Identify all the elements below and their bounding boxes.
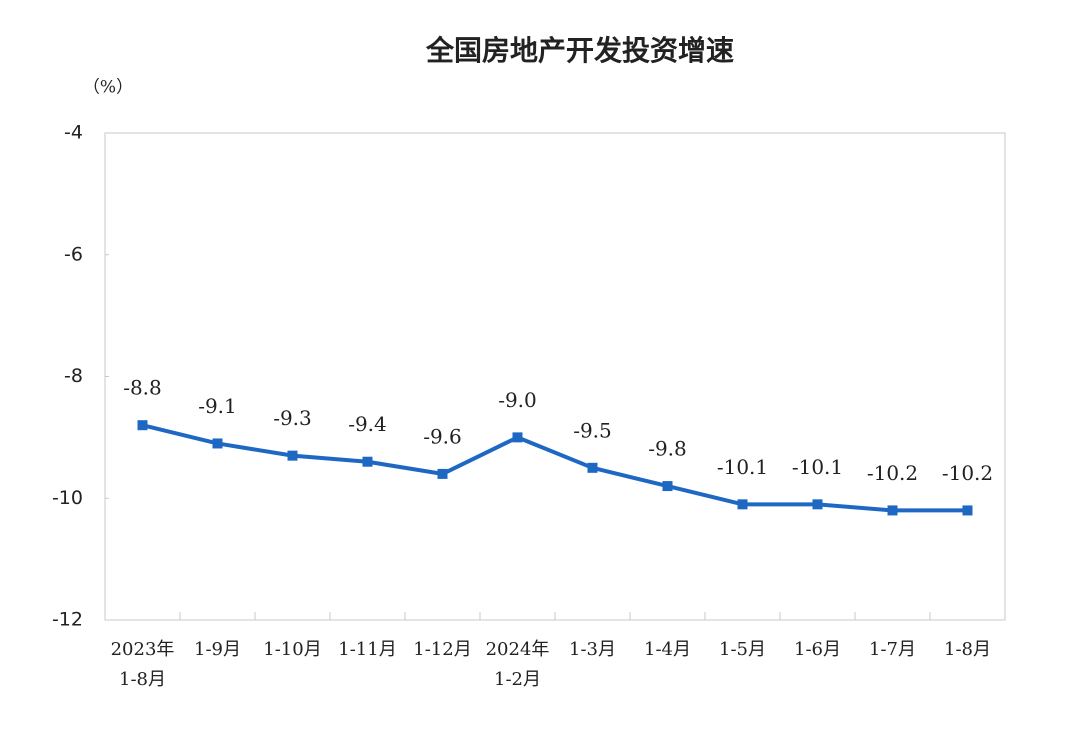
x-tick-label: 1-3月 xyxy=(569,639,616,660)
x-tick-label: 1-12月 xyxy=(413,639,471,660)
point-marker xyxy=(737,499,748,510)
x-tick-label: 1-6月 xyxy=(794,639,841,660)
chart-title: 全国房地产开发投资增速 xyxy=(425,34,734,67)
point-marker xyxy=(512,432,523,443)
y-tick-label: -8 xyxy=(64,365,83,387)
point-marker xyxy=(362,456,373,467)
x-tick-label: 1-11月 xyxy=(338,639,396,660)
data-label: -10.2 xyxy=(942,461,993,485)
point-marker xyxy=(662,481,673,492)
x-tick-label: 1-7月 xyxy=(869,639,916,660)
x-tick-label: 1-8月 xyxy=(944,639,991,660)
unit-label: （%） xyxy=(83,78,133,98)
plot-frame xyxy=(104,132,1006,621)
series-line xyxy=(142,423,968,513)
point-marker xyxy=(137,420,148,431)
data-label: -9.0 xyxy=(498,388,537,412)
x-tick-label: 1-9月 xyxy=(194,639,241,660)
point-marker xyxy=(437,468,448,479)
data-label: -9.4 xyxy=(348,412,387,436)
data-label: -10.1 xyxy=(717,455,768,479)
point-marker xyxy=(212,438,223,449)
data-label: -9.8 xyxy=(648,437,687,461)
point-marker xyxy=(587,462,598,473)
data-label: -9.5 xyxy=(573,418,612,442)
x-tick-label: 2023年 1-8月 xyxy=(111,639,175,690)
y-tick-label: -6 xyxy=(64,243,83,265)
x-tick-label: 1-5月 xyxy=(719,639,766,660)
x-tick-label: 1-4月 xyxy=(644,639,691,660)
data-label: -10.1 xyxy=(792,455,843,479)
data-label: -8.8 xyxy=(123,376,162,400)
x-tick-label: 1-10月 xyxy=(263,639,321,660)
data-label: -9.3 xyxy=(273,406,312,430)
point-marker xyxy=(962,505,973,516)
y-tick-label: -4 xyxy=(64,122,83,144)
data-label: -9.1 xyxy=(198,394,237,418)
y-tick-label: -12 xyxy=(52,609,83,631)
data-label: -10.2 xyxy=(867,461,918,485)
point-marker xyxy=(887,505,898,516)
y-tick-label: -10 xyxy=(52,487,83,509)
data-label: -9.6 xyxy=(423,424,462,448)
x-tick-label: 2024年 1-2月 xyxy=(486,639,550,690)
point-marker xyxy=(812,499,823,510)
point-marker xyxy=(287,450,298,461)
